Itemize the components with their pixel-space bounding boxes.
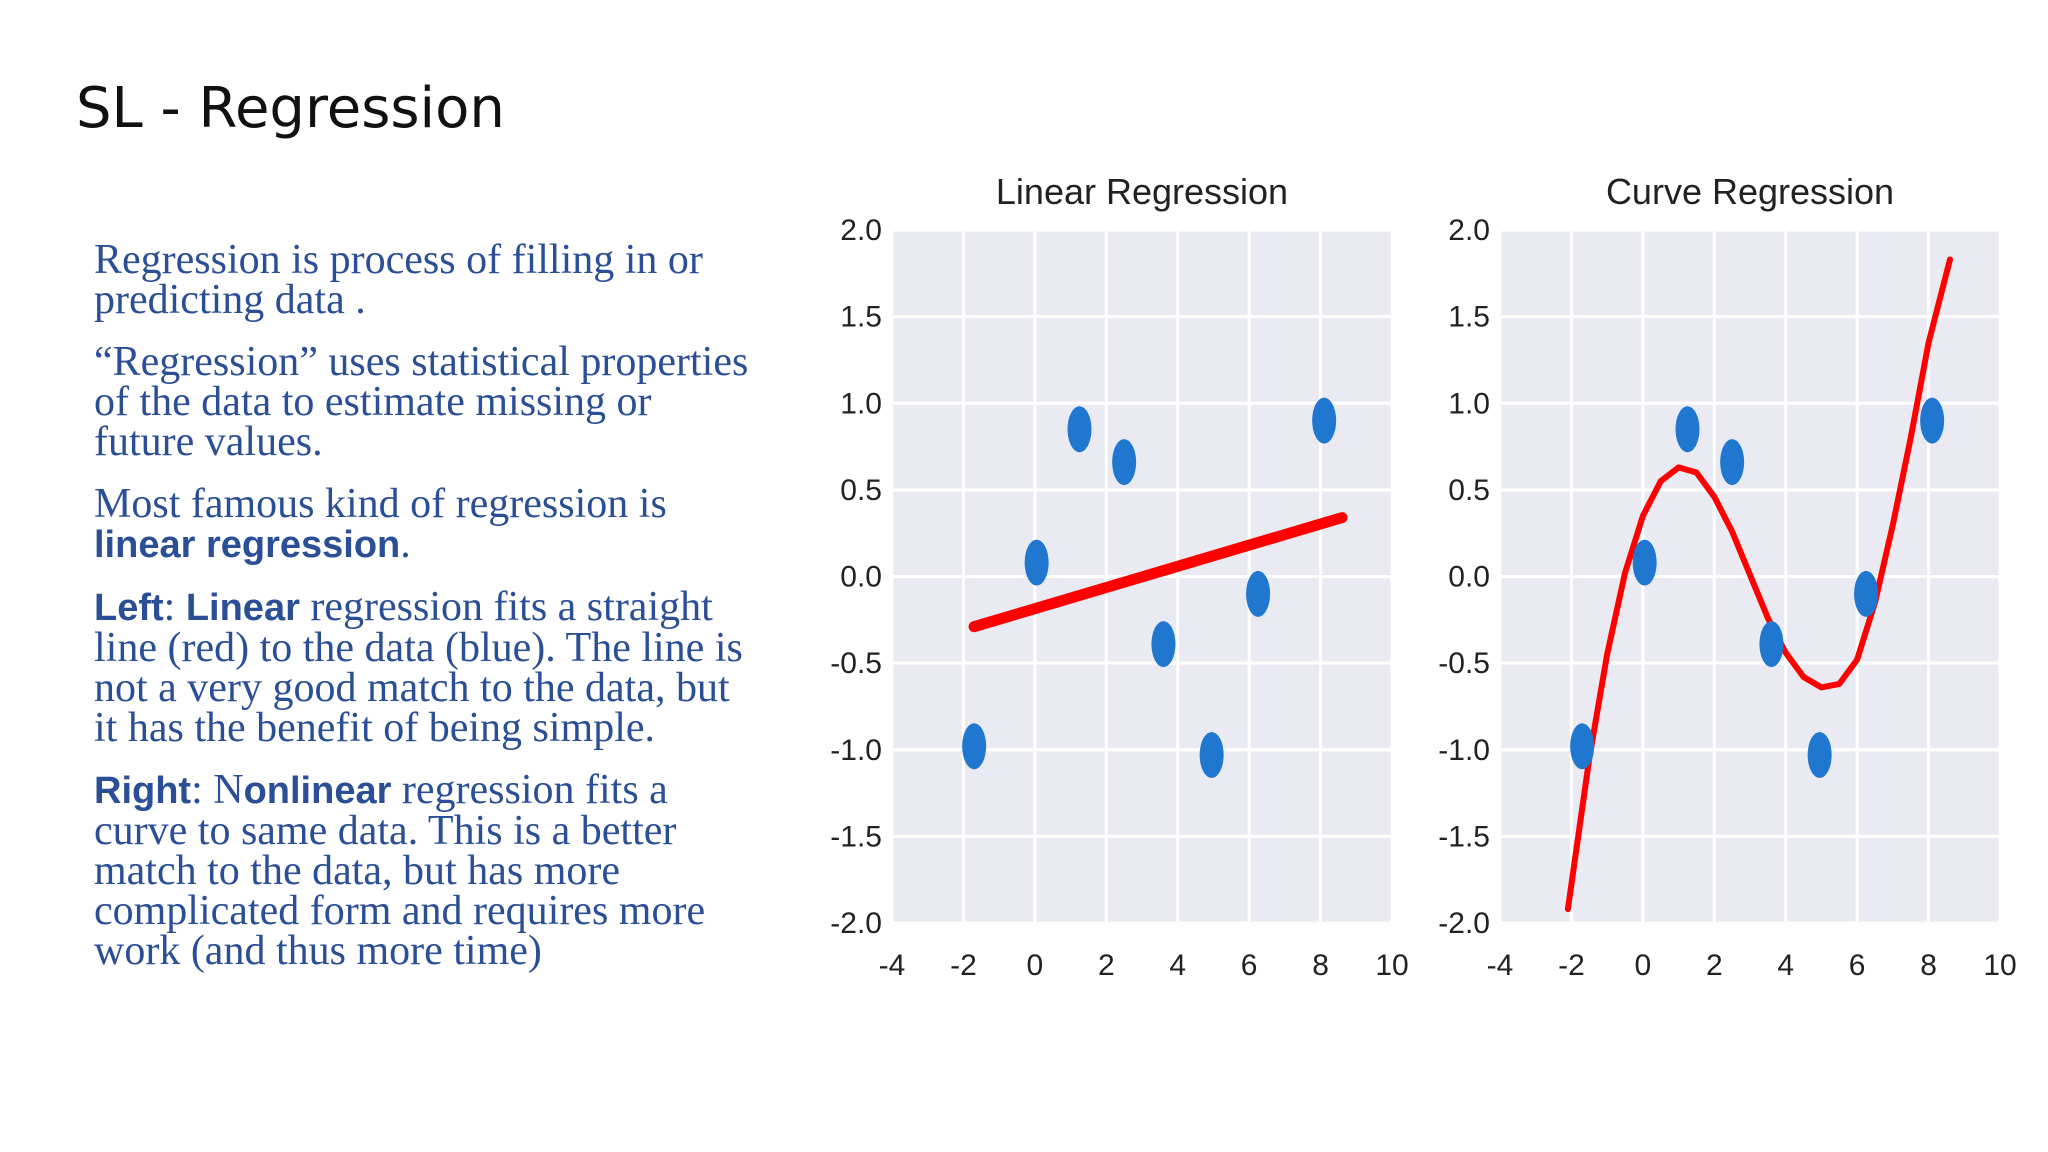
x-tick-label: 2	[1706, 949, 1723, 982]
y-tick-label: -2.0	[830, 907, 882, 940]
y-tick-label: 0.5	[1448, 474, 1490, 507]
y-tick-label: 1.0	[1448, 387, 1490, 420]
left-label: Left	[94, 587, 164, 629]
data-point	[1632, 539, 1657, 586]
left-rest: regression fits a straight line (red) to…	[94, 584, 743, 751]
right-label: Right	[94, 770, 192, 812]
paragraph-left: Left: Linear regression fits a straight …	[94, 584, 754, 751]
right-rest: regression fits a curve to same data. Th…	[94, 767, 706, 974]
data-point	[1312, 397, 1337, 444]
data-point	[1920, 397, 1945, 444]
right-nonlinear: onlinear	[243, 770, 392, 812]
data-point	[1112, 439, 1137, 486]
x-tick-label: -2	[950, 949, 977, 982]
y-tick-label: -1.5	[1438, 820, 1490, 853]
x-tick-label: 4	[1777, 949, 1794, 982]
y-tick-label: 2.0	[1448, 214, 1490, 247]
x-tick-label: 10	[1375, 949, 1408, 982]
y-tick-label: -1.0	[830, 734, 882, 767]
x-tick-label: 4	[1169, 949, 1186, 982]
body-text: Regression is process of filling in or p…	[94, 237, 754, 993]
famous-post: .	[400, 521, 411, 567]
y-tick-label: 0.0	[840, 561, 882, 594]
data-point	[1807, 731, 1832, 778]
x-tick-label: 10	[1983, 949, 2016, 982]
y-tick-label: 2.0	[840, 214, 882, 247]
regression-curve	[1564, 256, 1953, 913]
famous-bold: linear regression	[94, 524, 401, 566]
paragraph-statistics: “Regression” uses statistical properties…	[94, 339, 754, 465]
x-tick-label: -2	[1558, 949, 1585, 982]
y-tick-label: 0.0	[1448, 561, 1490, 594]
left-linear: Linear	[185, 587, 300, 629]
data-point	[1854, 570, 1879, 617]
data-point	[1675, 406, 1700, 453]
data-point	[1067, 406, 1092, 453]
right-sep: : N	[191, 767, 244, 813]
x-tick-label: -4	[879, 949, 906, 982]
data-point	[1570, 723, 1595, 770]
data-point	[962, 723, 987, 770]
paragraph-definition: Regression is process of filling in or p…	[94, 237, 754, 323]
chart-title: Curve Regression	[1606, 171, 1894, 212]
famous-pre: Most famous kind of regression is	[94, 481, 667, 527]
left-sep: :	[163, 584, 186, 630]
x-tick-label: 8	[1312, 949, 1329, 982]
y-tick-label: -1.5	[830, 820, 882, 853]
y-tick-label: 1.0	[840, 387, 882, 420]
y-tick-label: -0.5	[1438, 647, 1490, 680]
y-tick-label: -2.0	[1438, 907, 1490, 940]
curve-regression-chart: Curve Regression -2.0 -1.5 -1.0 -0.5 0.0 0.5 1.…	[1438, 171, 2016, 982]
paragraph-statistics-text: “Regression” uses statistical properties…	[94, 339, 749, 465]
y-tick-label: -0.5	[830, 647, 882, 680]
data-point	[1199, 731, 1224, 778]
paragraph-definition-text: Regression is process of filling in or p…	[94, 237, 703, 323]
y-tick-label: 1.5	[1448, 301, 1490, 334]
y-tick-label: -1.0	[1438, 734, 1490, 767]
slide-title: SL - Regression	[76, 76, 505, 141]
data-point	[1246, 570, 1271, 617]
paragraph-famous: Most famous kind of regression is linear…	[94, 481, 754, 567]
paragraph-right: Right: Nonlinear regression fits a curve…	[94, 767, 754, 974]
x-tick-label: -4	[1487, 949, 1514, 982]
data-point	[1024, 539, 1049, 586]
chart-title: Linear Regression	[996, 171, 1288, 212]
x-tick-label: 2	[1098, 949, 1115, 982]
x-tick-label: 0	[1027, 949, 1044, 982]
y-tick-label: 1.5	[840, 301, 882, 334]
linear-regression-chart: Linear Regression -2.0 -1.5 -1.0 -0.5 0.0 0.5 1…	[830, 171, 1408, 982]
regression-line	[968, 512, 1348, 633]
data-point	[1151, 621, 1176, 668]
data-point	[1759, 621, 1784, 668]
x-tick-label: 8	[1920, 949, 1937, 982]
x-tick-label: 0	[1635, 949, 1652, 982]
x-tick-label: 6	[1849, 949, 1866, 982]
y-tick-label: 0.5	[840, 474, 882, 507]
x-tick-label: 6	[1241, 949, 1258, 982]
data-point	[1720, 439, 1745, 486]
